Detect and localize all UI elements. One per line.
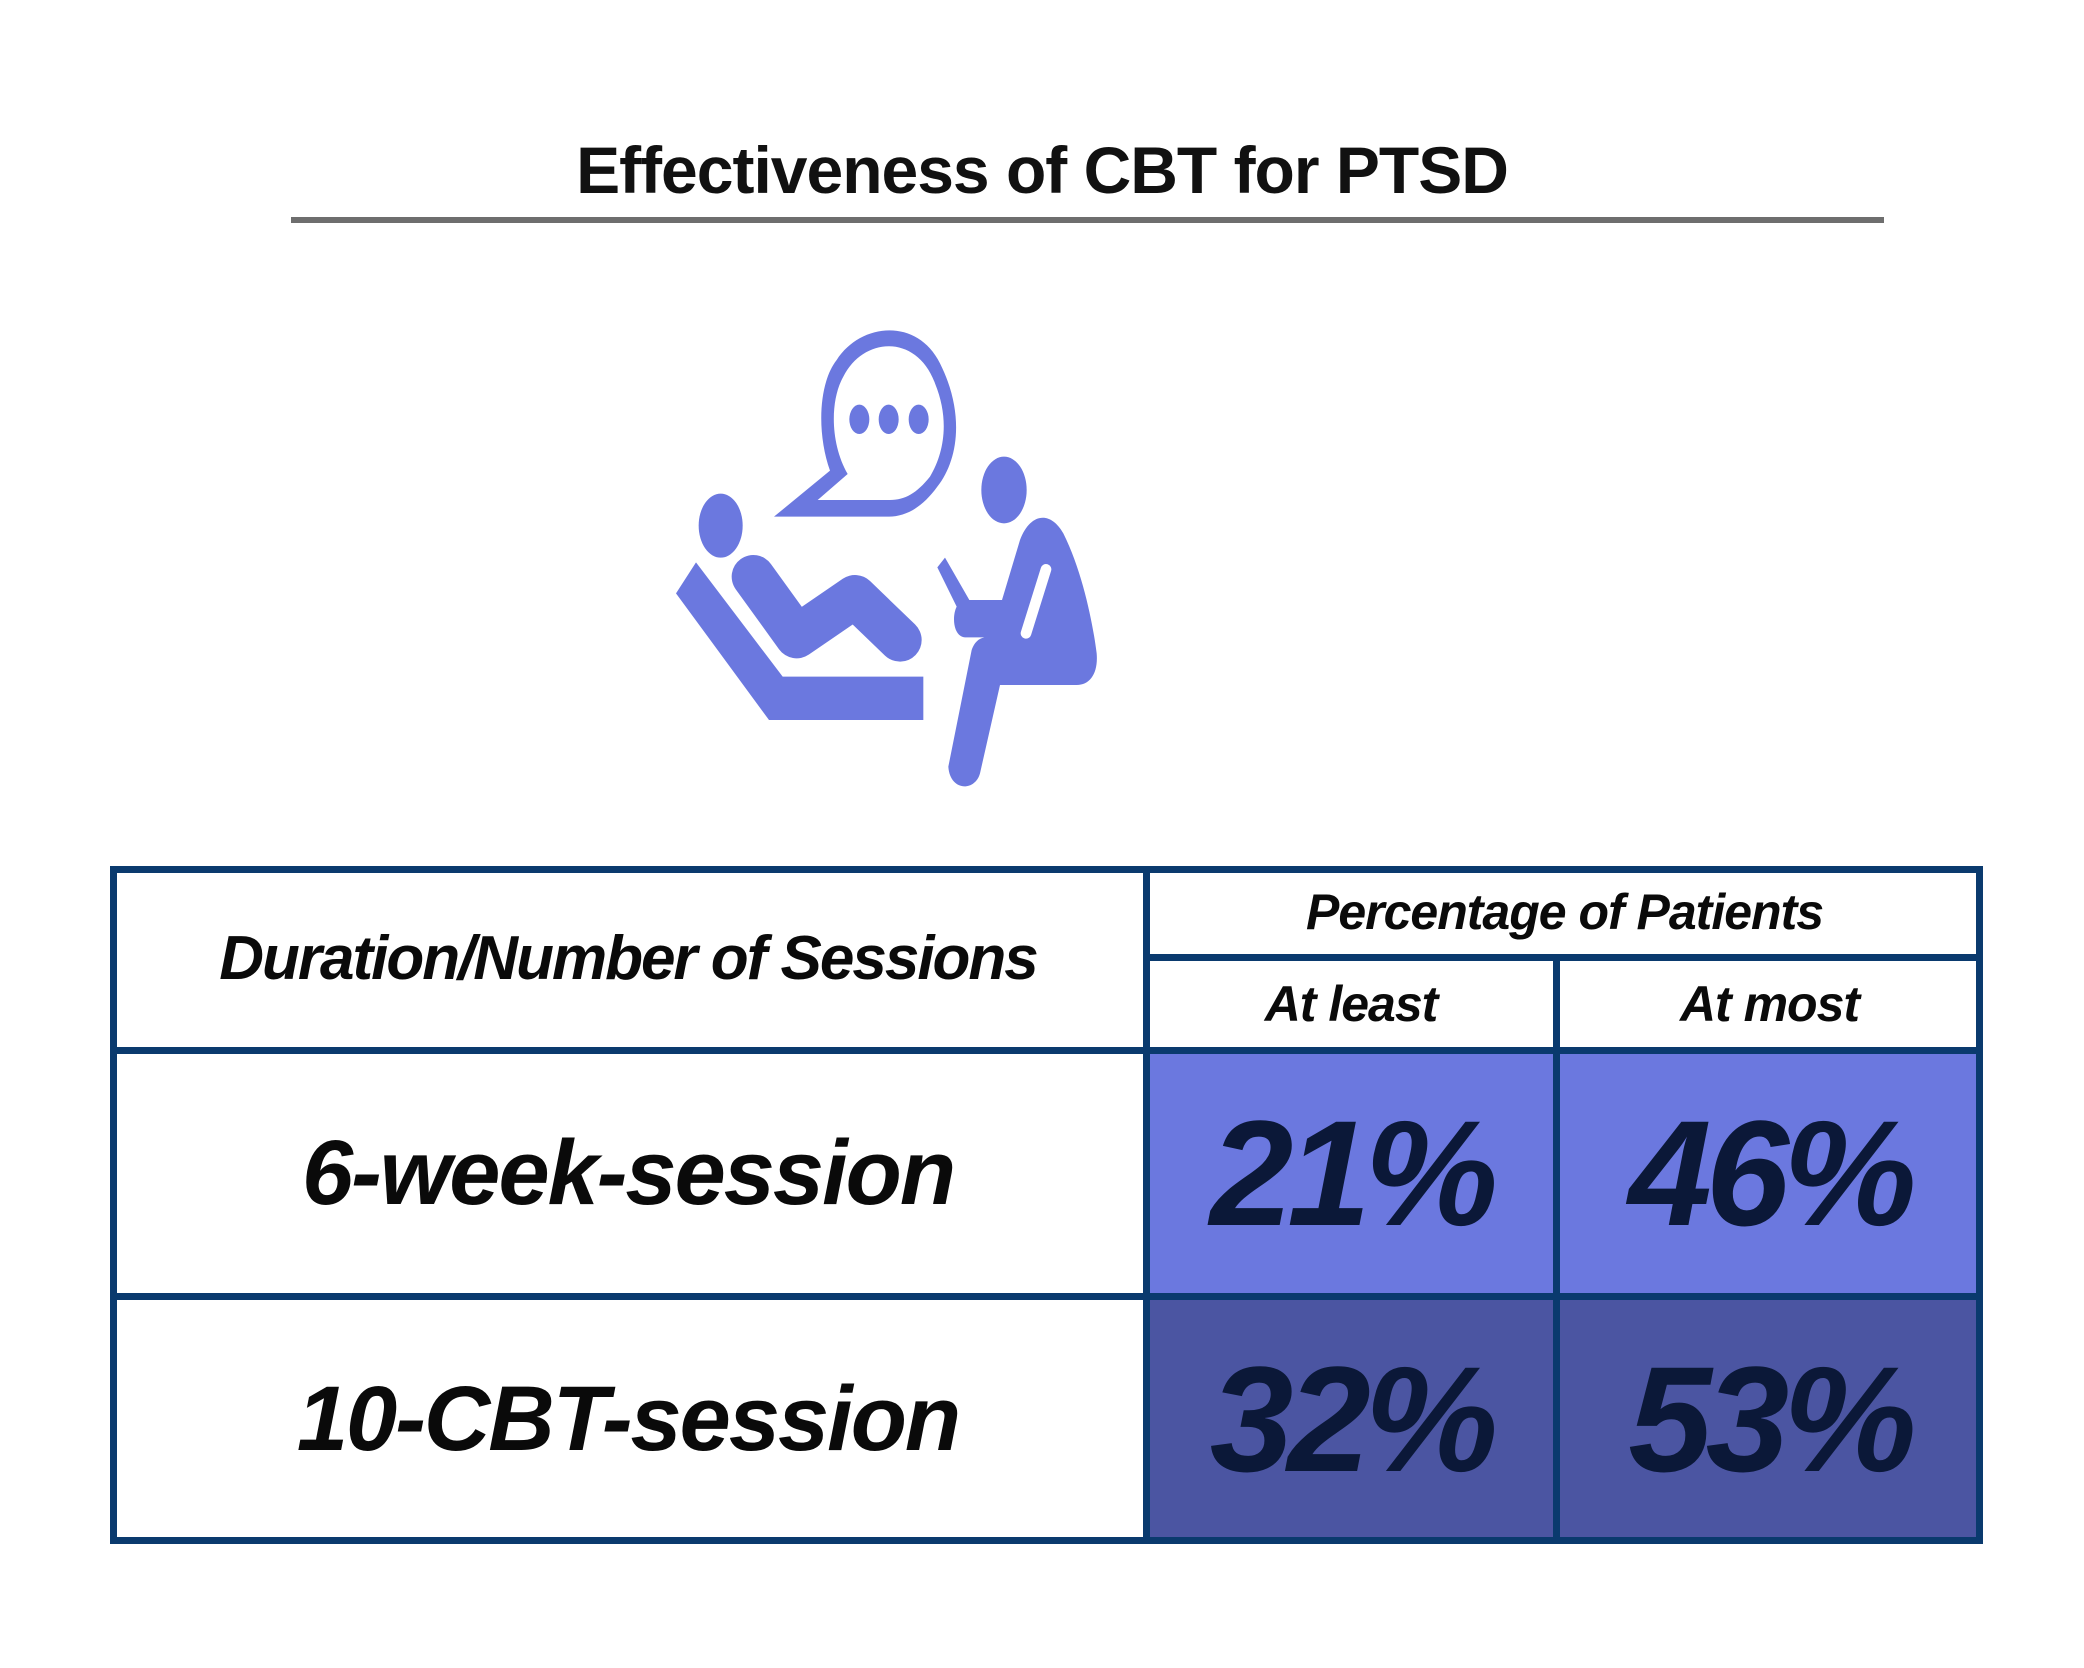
table-border: [1976, 866, 1983, 1544]
row-label: 6-week-session: [301, 1121, 956, 1224]
table-border: [1143, 866, 1150, 1544]
notepad-icon: [1020, 563, 1052, 639]
therapist-head-icon: [981, 456, 1027, 524]
group-header: Percentage of Patients: [1305, 883, 1824, 940]
effectiveness-table: Duration/Number of Sessions Percentage o…: [110, 866, 1983, 1544]
patient-body-icon: [731, 555, 922, 662]
table-border: [110, 866, 117, 1544]
title-divider: [291, 217, 1884, 223]
value-cell: 53%: [1556, 1296, 1983, 1543]
column-header-at-most: At most: [1679, 975, 1860, 1032]
table-border: [1146, 954, 1983, 961]
table-border: [110, 1537, 1983, 1544]
row-label: 10-CBT-session: [296, 1368, 961, 1470]
couch-icon: [676, 562, 924, 720]
page-title: Effectiveness of CBT for PTSD: [576, 133, 1509, 207]
value-cell: 21%: [1146, 1050, 1556, 1296]
row-header: Duration/Number of Sessions: [219, 923, 1039, 993]
therapy-session-icon: [676, 330, 1097, 787]
table-border: [110, 866, 1983, 873]
table-border: [1553, 957, 1560, 1544]
table-border: [110, 1047, 1983, 1054]
value-cell: 46%: [1556, 1050, 1983, 1296]
value-cell: 32%: [1146, 1296, 1556, 1543]
dot-icon: [878, 404, 899, 434]
dot-icon: [908, 404, 929, 434]
table-border: [110, 1293, 1983, 1300]
dot-icon: [849, 404, 870, 434]
column-header-at-least: At least: [1264, 975, 1439, 1032]
patient-head-icon: [698, 493, 743, 558]
therapist-body-icon: [937, 517, 1097, 787]
